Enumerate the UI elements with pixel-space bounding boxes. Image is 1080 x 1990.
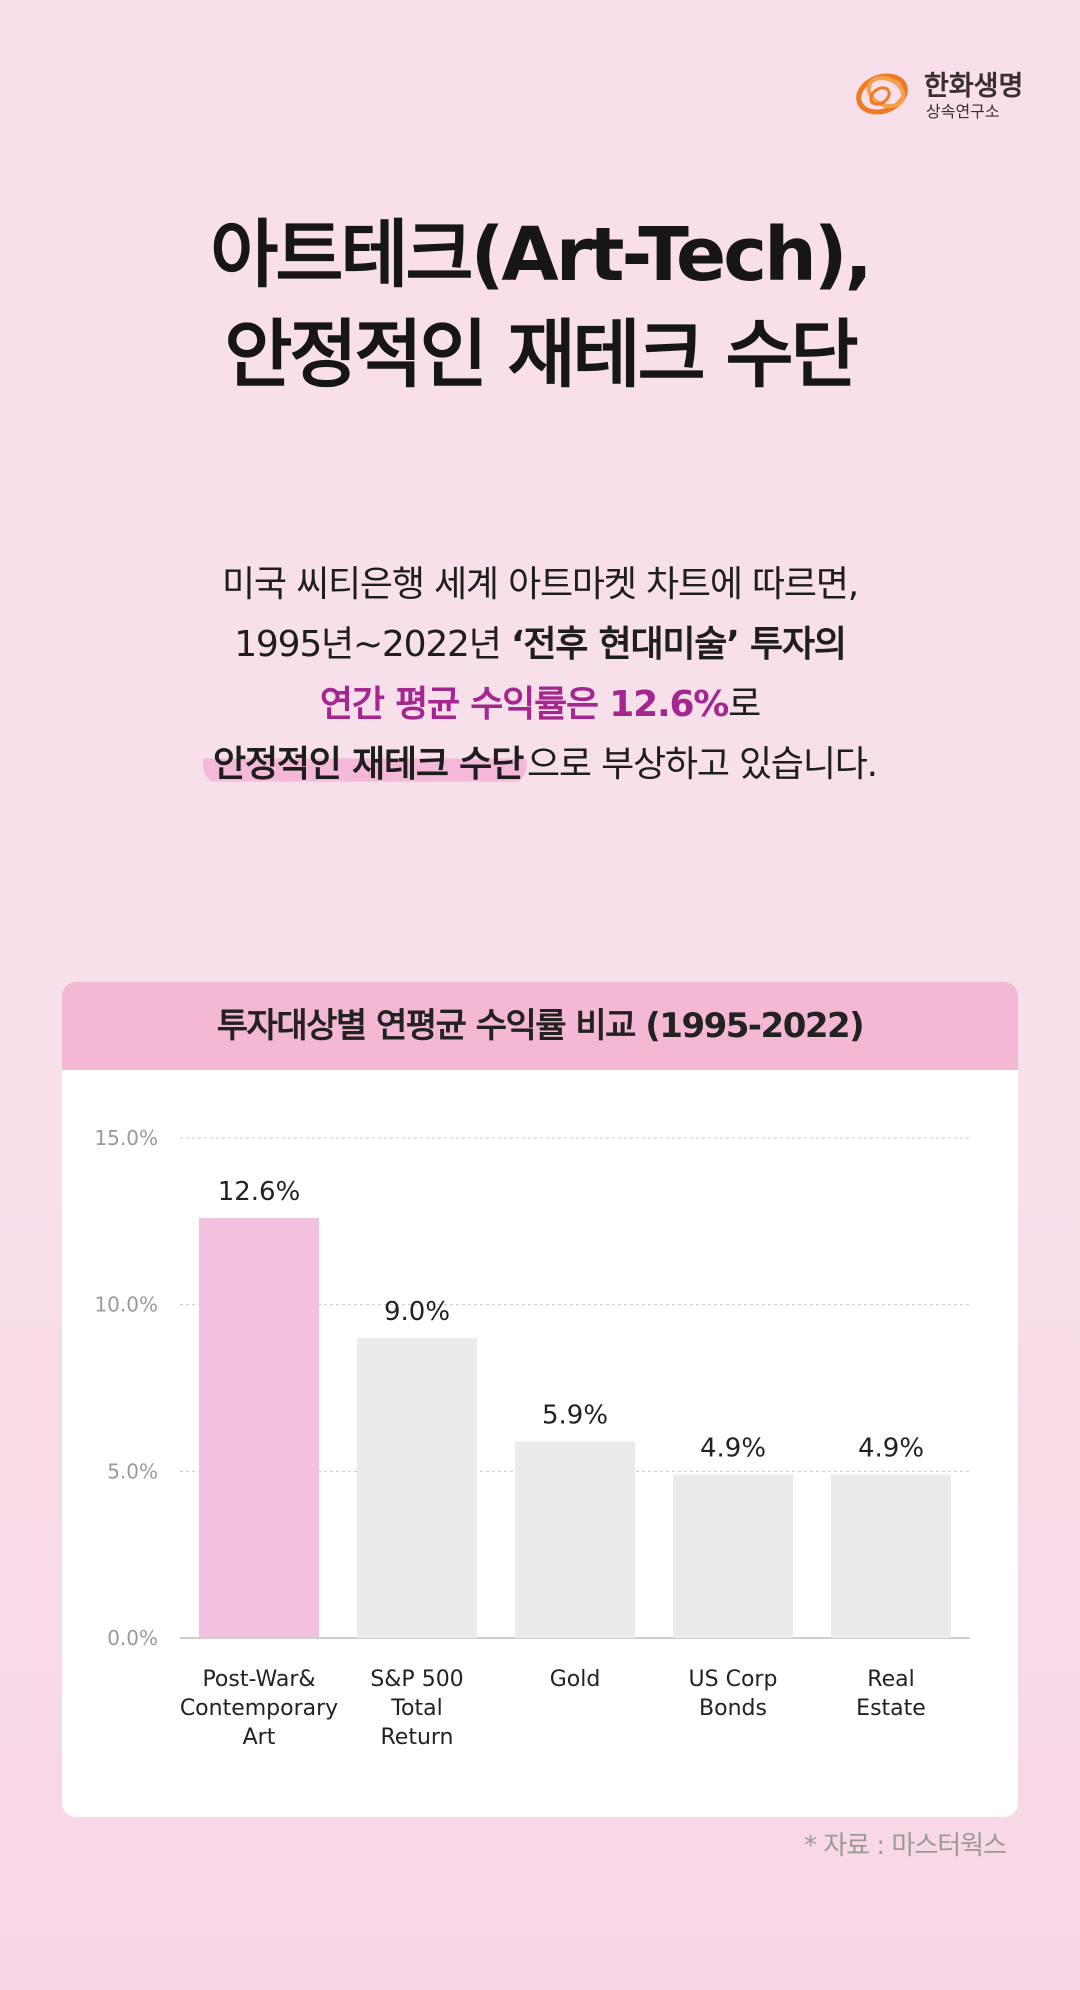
y-tick-label: 10.0% <box>94 1293 158 1317</box>
body-line-4-highlight: 안정적인 재테크 수단 <box>203 744 527 785</box>
intro-paragraph: 미국 씨티은행 세계 아트마켓 차트에 따르면, 1995년~2022년 ‘전후… <box>0 555 1080 795</box>
bar <box>199 1218 319 1638</box>
bar-value-label: 4.9% <box>858 1434 924 1464</box>
source-note: * 자료 : 마스터웍스 <box>804 1831 1007 1861</box>
bar <box>515 1441 635 1638</box>
x-category-label: S&P 500 <box>370 1667 463 1692</box>
body-line-4-b: 으로 부상하고 있습니다. <box>527 744 878 785</box>
x-category-label: Post-War& <box>202 1667 315 1692</box>
chart-header: 투자대상별 연평균 수익률 비교 (1995-2022) <box>62 982 1018 1070</box>
x-category-label: Bonds <box>699 1696 767 1721</box>
x-category-label: Contemporary <box>180 1696 338 1721</box>
body-line-1: 미국 씨티은행 세계 아트마켓 차트에 따르면, <box>221 564 859 605</box>
x-category-label: US Corp <box>689 1667 778 1692</box>
bar-value-label: 12.6% <box>218 1177 301 1207</box>
title-line-1: 아트테크(Art-Tech), <box>210 212 872 298</box>
x-category-label: Gold <box>550 1667 601 1692</box>
body-line-2: 1995년~2022년 ‘전후 현대미술’ 투자의 <box>0 615 1080 675</box>
bar-chart: 0.0% 5.0% 10.0% 15.0% 12.6% Post-War&Contempo… <box>94 1126 970 1750</box>
y-tick-label: 15.0% <box>94 1126 158 1150</box>
body-line-2-b: ‘전후 현대미술’ 투자의 <box>510 624 847 665</box>
logo-name: 한화생명 <box>924 71 1024 102</box>
bar <box>357 1338 477 1638</box>
x-category-label: Total <box>390 1696 442 1721</box>
bar <box>673 1474 793 1638</box>
y-tick-label: 0.0% <box>107 1626 158 1650</box>
body-line-3: 연간 평균 수익률은 12.6%로 <box>0 675 1080 735</box>
hanwha-life-logo: 한화생명 상속연구소 <box>852 58 1042 128</box>
title-line-2: 안정적인 재테크 수단 <box>224 312 858 398</box>
body-line-3-b: 로 <box>728 684 761 725</box>
y-tick-label: 5.0% <box>107 1459 158 1483</box>
x-category-label: Estate <box>856 1696 926 1721</box>
body-line-3-highlight: 연간 평균 수익률은 12.6% <box>319 684 729 725</box>
chart-card: 투자대상별 연평균 수익률 비교 (1995-2022) 0.0% 5.0% 10.… <box>62 982 1018 1817</box>
page-title: 아트테크(Art-Tech), 안정적인 재테크 수단 <box>0 205 1080 405</box>
bar <box>831 1474 951 1638</box>
chart-title: 투자대상별 연평균 수익률 비교 (1995-2022) <box>216 1006 865 1046</box>
x-category-label: Art <box>243 1725 276 1750</box>
body-line-4: 안정적인 재테크 수단 으로 부상하고 있습니다. <box>0 735 1080 795</box>
bar-value-label: 4.9% <box>700 1434 766 1464</box>
x-category-label: Real <box>867 1667 914 1692</box>
x-category-label: Return <box>380 1725 453 1750</box>
bar-value-label: 5.9% <box>542 1400 608 1430</box>
logo-subtitle: 상속연구소 <box>926 102 1000 121</box>
body-line-2-a: 1995년~2022년 <box>234 624 511 665</box>
hanwha-flame-icon <box>856 73 908 115</box>
bar-value-label: 9.0% <box>384 1297 450 1327</box>
